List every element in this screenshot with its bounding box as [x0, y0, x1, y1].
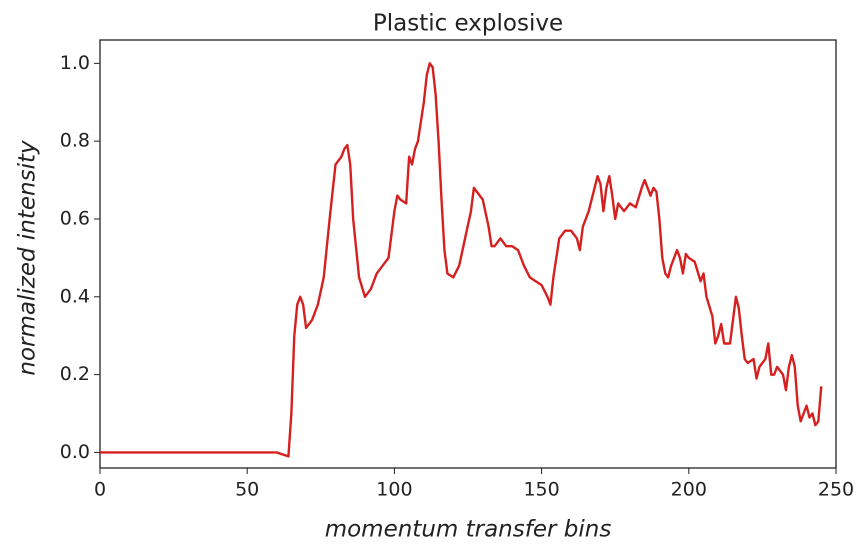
data-line: [100, 62, 823, 458]
x-tick-label: 250: [818, 479, 854, 501]
y-tick-label: 1.0: [60, 52, 90, 74]
y-tick-label: 0.0: [60, 441, 90, 463]
y-axis-label: normalized intensity: [15, 140, 41, 376]
x-tick-label: 150: [523, 479, 559, 501]
chart-title: Plastic explosive: [373, 11, 563, 37]
x-axis-label: momentum transfer bins: [325, 517, 612, 543]
y-tick-label: 0.4: [60, 285, 90, 307]
y-tick-label: 0.8: [60, 130, 90, 152]
plot-frame: [99, 39, 837, 469]
x-tick-label: 100: [376, 479, 412, 501]
x-tick-label: 0: [94, 479, 106, 501]
y-tick-label: 0.6: [60, 207, 90, 229]
x-tick-label: 200: [671, 479, 707, 501]
y-tick-label: 0.2: [60, 363, 90, 385]
x-tick-label: 50: [235, 479, 259, 501]
